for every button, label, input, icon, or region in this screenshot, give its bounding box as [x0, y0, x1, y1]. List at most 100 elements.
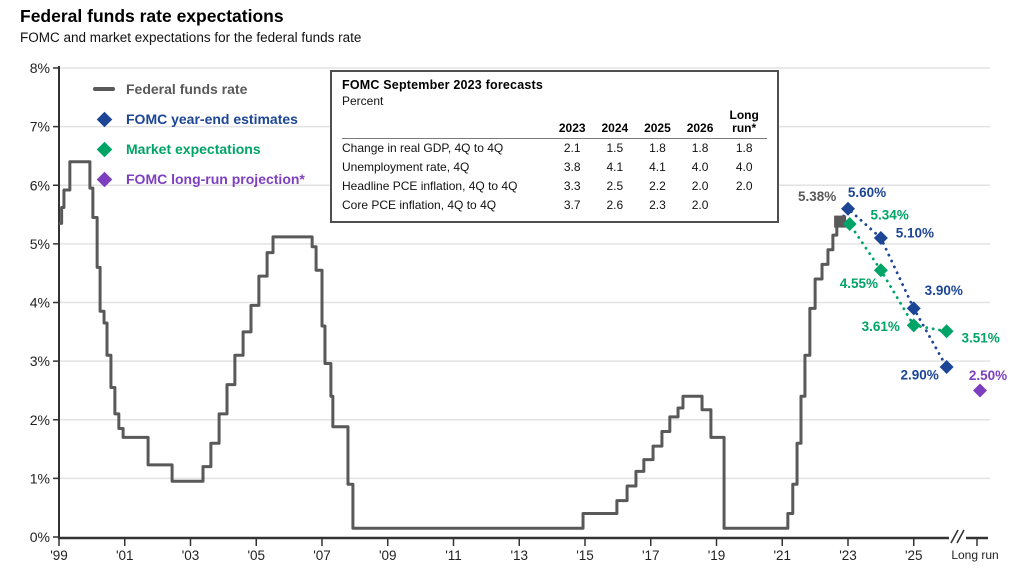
legend-item-federal-funds-rate: Federal funds rate — [88, 74, 305, 104]
y-tick-label: 6% — [30, 177, 50, 193]
cell-value: 4.1 — [649, 160, 666, 174]
cell-value: 2.1 — [563, 141, 581, 155]
x-tick-label: '17 — [642, 548, 660, 563]
y-tick-label: 5% — [30, 236, 50, 252]
x-tick-label: '19 — [708, 548, 726, 563]
annotation-label: 5.60% — [848, 185, 886, 200]
x-tick-label: '01 — [116, 548, 134, 563]
column-header: Long run* — [721, 109, 767, 139]
cell-value: 3.8 — [563, 160, 581, 174]
cell-value: 2.6 — [606, 198, 624, 212]
y-tick-label: 8% — [30, 60, 50, 76]
forecast-table-unit: Percent — [342, 94, 384, 108]
forecast-table-title: FOMC September 2023 forecasts — [342, 78, 544, 92]
annotation-label: 4.55% — [840, 276, 878, 291]
page-subtitle: FOMC and market expectations for the fed… — [20, 30, 362, 45]
cell-value: 1.8 — [735, 141, 753, 155]
table-row: Unemployment rate, 4Q 3.8 4.1 4.1 4.0 4.0 — [342, 158, 767, 177]
current-rate-square-marker — [834, 215, 847, 228]
cell-value — [721, 196, 767, 215]
legend-item-fomc-year-end-estimates: FOMC year-end estimates — [88, 104, 305, 134]
row-label: Headline PCE inflation, 4Q to 4Q — [342, 179, 518, 193]
forecast-table: 2023 2024 2025 2026 Long run* Change in real… — [342, 109, 767, 215]
market-expectations-diamond-marker — [873, 263, 888, 278]
y-tick-label: 0% — [30, 529, 50, 545]
fomc-year-end-estimates-diamond-marker — [873, 231, 888, 246]
annotation-label: 5.38% — [798, 189, 836, 204]
x-tick-label: '15 — [576, 548, 594, 563]
forecast-table-body: Change in real GDP, 4Q to 4Q 2.1 1.5 1.8 1.8… — [342, 139, 767, 216]
cell-value: 2.5 — [606, 179, 624, 193]
cell-value: 2.0 — [691, 198, 709, 212]
annotation-label: 3.90% — [925, 283, 963, 298]
y-tick-label: 1% — [30, 470, 50, 486]
cell-value: 2.0 — [691, 179, 709, 193]
row-label: Core PCE inflation, 4Q to 4Q — [342, 198, 497, 212]
federal-funds-rate-line — [59, 160, 844, 530]
y-tick-label: 7% — [30, 119, 50, 135]
annotation-label: 5.34% — [871, 207, 909, 222]
x-tick-label: '25 — [905, 548, 923, 563]
column-header: 2024 — [593, 109, 637, 139]
y-tick-label: 4% — [30, 295, 50, 311]
cell-value: 4.0 — [691, 160, 709, 174]
fomc-year-end-estimates-diamond-marker — [906, 301, 921, 316]
x-axis: '99 '01 '03 '05 '07 '09 '11 '13 '15 '17 '19 '21 '23 '… — [50, 539, 999, 563]
cell-value: 1.8 — [691, 141, 709, 155]
diamond-icon — [96, 111, 112, 127]
x-tick-label: '07 — [313, 548, 331, 563]
cell-value: 1.5 — [606, 141, 624, 155]
forecast-table-panel: FOMC September 2023 forecasts Percent 20… — [330, 70, 779, 223]
y-axis: 0% 1% 2% 3% 4% 5% 6% 7% 8% — [30, 60, 59, 545]
cell-value: 3.7 — [563, 198, 581, 212]
legend-label: FOMC long-run projection* — [126, 171, 305, 187]
x-tick-label: '05 — [247, 548, 265, 563]
y-tick-label: 2% — [30, 412, 50, 428]
market-expectations-diamond-marker — [842, 216, 857, 231]
column-header-empty — [342, 109, 551, 139]
line-swatch-icon — [93, 87, 115, 91]
diamond-icon — [96, 171, 112, 187]
x-tick-label: '23 — [839, 548, 857, 563]
annotation-label: 2.50% — [969, 368, 1007, 383]
column-header: 2025 — [636, 109, 679, 139]
forecast-table-header: 2023 2024 2025 2026 Long run* — [342, 109, 767, 139]
legend-item-fomc-long-run-projection: FOMC long-run projection* — [88, 164, 305, 194]
column-header: 2023 — [550, 109, 594, 139]
annotation-label: 3.51% — [961, 331, 999, 346]
x-tick-label: '13 — [510, 548, 528, 563]
annotation-label: 5.10% — [896, 226, 934, 241]
legend-label: FOMC year-end estimates — [126, 111, 298, 127]
x-tick-label: '09 — [379, 548, 397, 563]
table-row: Change in real GDP, 4Q to 4Q 2.1 1.5 1.8 1.8… — [342, 139, 767, 159]
x-tick-label: '03 — [182, 548, 200, 563]
legend-label: Market expectations — [126, 141, 261, 157]
cell-value: 3.3 — [563, 179, 581, 193]
x-tick-label: '21 — [773, 548, 791, 563]
x-tick-label: '99 — [50, 548, 68, 563]
legend-item-market-expectations: Market expectations — [88, 134, 305, 164]
cell-value: 1.8 — [649, 141, 666, 155]
table-row: Core PCE inflation, 4Q to 4Q 3.7 2.6 2.3 2.0 — [342, 196, 767, 215]
x-tick-label-long-run: Long run — [951, 548, 998, 562]
legend-label: Federal funds rate — [126, 81, 248, 97]
page-title: Federal funds rate expectations — [20, 6, 284, 26]
market-expectations-diamond-marker — [906, 318, 921, 333]
column-header: 2026 — [678, 109, 722, 139]
cell-value: 2.3 — [649, 198, 666, 212]
cell-value: 2.2 — [649, 179, 666, 193]
cell-value: 4.0 — [735, 160, 753, 174]
row-label: Unemployment rate, 4Q — [342, 160, 470, 174]
y-tick-label: 3% — [30, 353, 50, 369]
annotation-label: 2.90% — [900, 367, 938, 382]
table-row: Headline PCE inflation, 4Q to 4Q 3.3 2.5 2.… — [342, 177, 767, 196]
row-label: Change in real GDP, 4Q to 4Q — [342, 141, 504, 155]
x-tick-label: '11 — [445, 548, 462, 563]
fomc-year-end-estimates-diamond-marker — [939, 359, 954, 374]
cell-value: 2.0 — [735, 179, 753, 193]
chart-legend: Federal funds rate FOMC year-end estimate… — [88, 74, 305, 194]
cell-value: 4.1 — [606, 160, 624, 174]
fomc-year-end-estimates-diamond-marker — [841, 201, 855, 216]
